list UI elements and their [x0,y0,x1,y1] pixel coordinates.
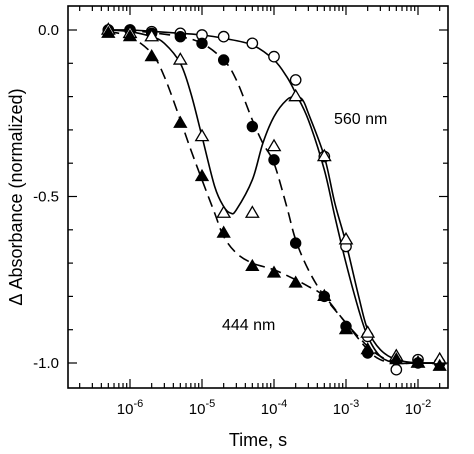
y-axis-label: Δ Absorbance (normalized) [6,88,26,305]
filled-triangle-point-4 [194,168,210,182]
open-triangle-point-4 [194,128,210,142]
open-triangle-point-2 [144,28,160,42]
x-tick-label: 10-6 [117,398,143,418]
filled-circle-point-8 [289,237,302,249]
filled-triangle-point-8 [288,275,303,288]
y-tick-label: -1.0 [33,355,59,372]
open-circle-point-12 [390,363,403,376]
y-tick-label: -0.5 [33,189,59,206]
open-triangle-point-3 [172,52,188,65]
open-triangle-point-7 [266,138,282,152]
open-circle-point-8 [289,74,302,86]
filled-circle-point-5 [217,54,230,66]
open-circle-point-7 [268,50,280,63]
filled-triangle-point-9 [317,288,332,301]
open-triangle-point-10 [338,231,354,245]
open-circle-point-6 [246,37,259,50]
filled-triangle-point-2 [144,49,159,62]
fit-curves [108,29,440,365]
filled-circle-point-3 [174,30,187,43]
open-circle-point-5 [217,30,230,43]
filled-circle-point-7 [268,154,280,166]
open-triangle-point-11 [360,325,376,338]
filled-circle-point-6 [246,120,259,133]
fit-curve-filled-circle [108,29,440,365]
filled-triangle-point-12 [389,352,404,365]
filled-triangle-point-13 [410,355,426,368]
open-triangle-point-6 [244,205,260,218]
filled-triangle-point-10 [338,322,354,335]
annotation-444nm: 444 nm [222,317,275,334]
x-tick-label: 10-2 [405,398,431,418]
filled-triangle-point-6 [245,258,260,272]
filled-triangle-point-11 [360,342,375,355]
filled-triangle-point-5 [216,225,231,238]
filled-triangle-point-7 [266,265,282,278]
axis-ticks [68,6,448,388]
x-tick-label: 10-4 [261,398,287,418]
open-triangle-point-5 [216,205,232,218]
fit-curve-open-circle [108,29,440,365]
filled-triangle-point-3 [173,115,188,128]
fit-curve-open-triangle [108,29,440,365]
filled-triangle-point-1 [122,29,138,42]
data-markers [100,22,448,376]
filled-triangle-point-14 [432,358,447,371]
open-triangle-point-9 [316,148,332,162]
x-tick-label: 10-3 [333,398,359,418]
x-tick-label: 10-5 [189,398,215,418]
filled-triangle-point-0 [101,25,116,38]
open-triangle-point-8 [288,88,304,102]
tick-labels: 10-6 10-5 10-4 10-3 10-2 0.0 -0.5 -1.0 [33,22,431,418]
x-axis-label: Time, s [229,430,287,450]
fit-curve-filled-triangle [108,30,440,365]
annotation-560nm: 560 nm [334,111,387,128]
filled-circle-point-4 [196,37,208,50]
y-tick-label: 0.0 [38,22,59,39]
